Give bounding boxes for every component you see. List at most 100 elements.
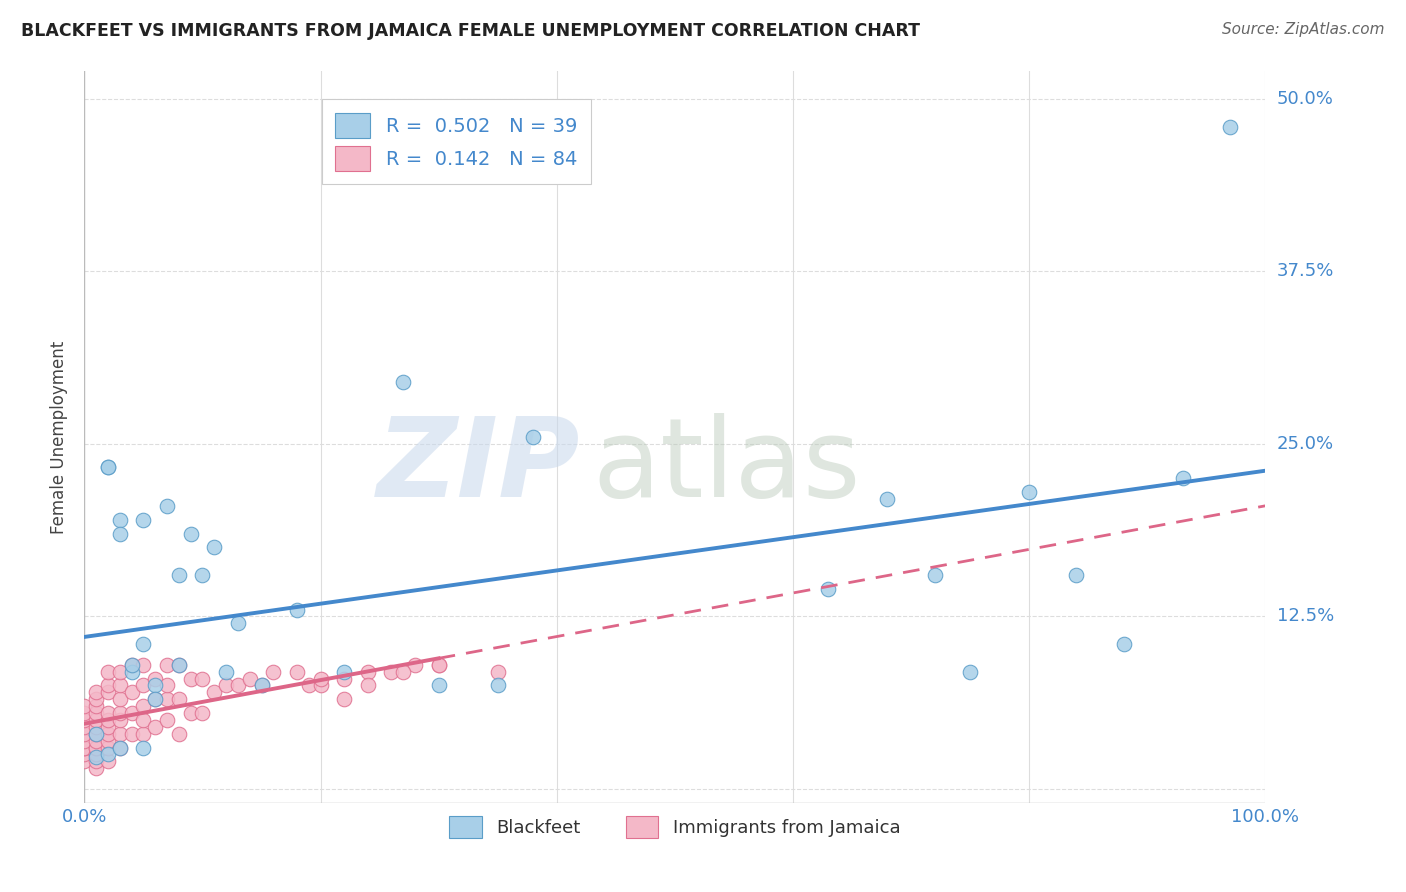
Point xyxy=(132,657,155,672)
Point xyxy=(97,713,120,727)
Point xyxy=(202,541,225,555)
Point xyxy=(84,761,107,775)
Point xyxy=(97,678,120,692)
Point xyxy=(817,582,839,596)
Point xyxy=(357,678,380,692)
Point xyxy=(73,740,96,755)
Point xyxy=(97,460,120,475)
Point xyxy=(1112,637,1135,651)
Point xyxy=(121,706,143,720)
Text: 12.5%: 12.5% xyxy=(1277,607,1334,625)
Point xyxy=(84,706,107,720)
Point xyxy=(73,713,96,727)
Point xyxy=(132,713,155,727)
Point xyxy=(876,492,898,507)
Point xyxy=(97,740,120,755)
Point xyxy=(167,727,190,741)
Point xyxy=(143,672,166,686)
Point xyxy=(1066,568,1088,582)
Point xyxy=(380,665,402,679)
Y-axis label: Female Unemployment: Female Unemployment xyxy=(51,341,69,533)
Text: Source: ZipAtlas.com: Source: ZipAtlas.com xyxy=(1222,22,1385,37)
Point xyxy=(167,657,190,672)
Point xyxy=(250,678,273,692)
Point xyxy=(156,713,179,727)
Point xyxy=(333,665,356,679)
Point xyxy=(97,685,120,699)
Point xyxy=(924,568,946,582)
Point xyxy=(84,692,107,706)
Point xyxy=(191,672,214,686)
Point xyxy=(97,665,120,679)
Point xyxy=(215,665,238,679)
Point xyxy=(108,740,131,755)
Point xyxy=(97,747,120,762)
Point xyxy=(132,513,155,527)
Point xyxy=(108,665,131,679)
Point xyxy=(73,747,96,762)
Point xyxy=(84,740,107,755)
Point xyxy=(427,678,450,692)
Point xyxy=(250,678,273,692)
Point xyxy=(226,678,249,692)
Point xyxy=(156,657,179,672)
Point xyxy=(73,733,96,747)
Point xyxy=(84,727,107,741)
Point xyxy=(84,733,107,747)
Point xyxy=(191,568,214,582)
Text: 37.5%: 37.5% xyxy=(1277,262,1334,280)
Point xyxy=(73,755,96,769)
Point xyxy=(84,750,107,764)
Point xyxy=(84,740,107,755)
Point xyxy=(108,713,131,727)
Point xyxy=(97,727,120,741)
Text: 25.0%: 25.0% xyxy=(1277,435,1334,453)
Point xyxy=(97,720,120,734)
Point xyxy=(427,657,450,672)
Point xyxy=(132,740,155,755)
Point xyxy=(239,672,262,686)
Point xyxy=(167,657,190,672)
Point xyxy=(97,706,120,720)
Point xyxy=(180,706,202,720)
Point xyxy=(167,692,190,706)
Point xyxy=(84,699,107,714)
Point xyxy=(108,678,131,692)
Point xyxy=(215,678,238,692)
Point xyxy=(404,657,426,672)
Point xyxy=(121,657,143,672)
Point xyxy=(108,727,131,741)
Point xyxy=(333,692,356,706)
Point xyxy=(143,678,166,692)
Point xyxy=(180,526,202,541)
Point xyxy=(143,692,166,706)
Point xyxy=(84,713,107,727)
Point xyxy=(108,692,131,706)
Point xyxy=(285,602,308,616)
Point xyxy=(1171,471,1194,485)
Point xyxy=(73,740,96,755)
Point xyxy=(108,526,131,541)
Text: atlas: atlas xyxy=(592,413,860,520)
Point xyxy=(427,657,450,672)
Point xyxy=(167,568,190,582)
Point xyxy=(97,733,120,747)
Point xyxy=(132,699,155,714)
Point xyxy=(333,672,356,686)
Point xyxy=(392,375,415,389)
Point xyxy=(121,727,143,741)
Point xyxy=(73,720,96,734)
Point xyxy=(132,678,155,692)
Point xyxy=(108,706,131,720)
Point xyxy=(156,692,179,706)
Point xyxy=(1219,120,1241,134)
Point xyxy=(84,685,107,699)
Point xyxy=(97,460,120,475)
Point xyxy=(486,678,509,692)
Point xyxy=(156,678,179,692)
Text: 50.0%: 50.0% xyxy=(1277,90,1333,108)
Point xyxy=(959,665,981,679)
Point xyxy=(143,692,166,706)
Point xyxy=(73,727,96,741)
Point xyxy=(262,665,284,679)
